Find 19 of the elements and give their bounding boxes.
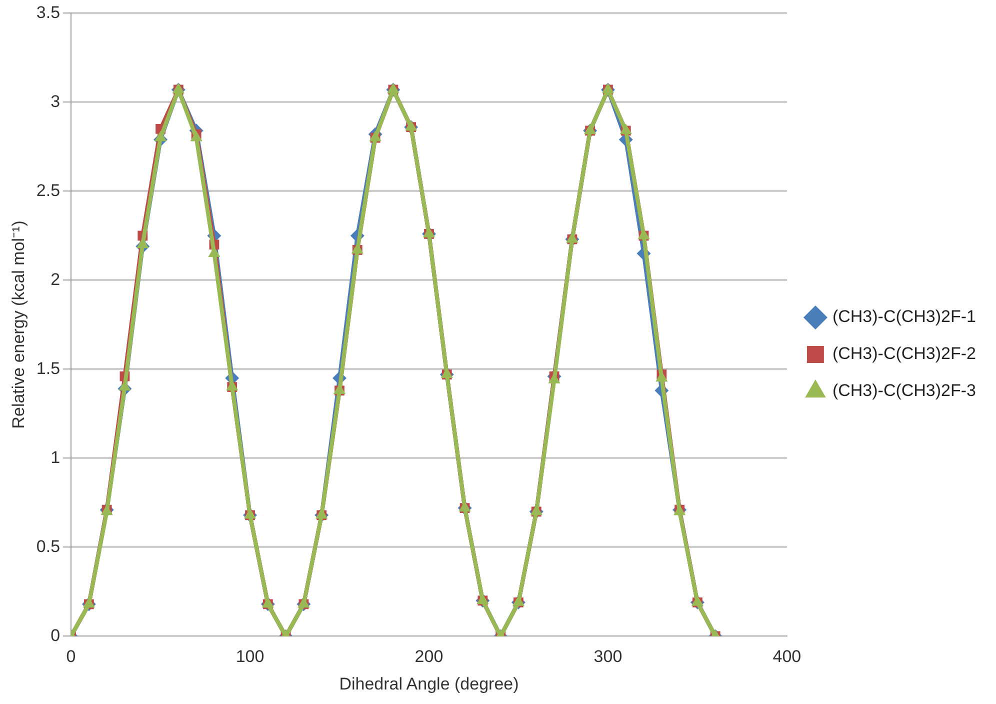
y-tick-label: 0 [50, 626, 60, 645]
y-tick-label: 3.5 [36, 2, 60, 22]
x-tick-label: 300 [594, 647, 622, 666]
legend-label: (CH3)-C(CH3)2F-1 [832, 307, 976, 326]
y-tick-label: 0.5 [36, 536, 60, 556]
y-tick-label: 2.5 [36, 180, 60, 200]
x-tick-label: 100 [236, 647, 264, 666]
legend-label: (CH3)-C(CH3)2F-2 [832, 344, 976, 364]
x-tick-label: 200 [414, 647, 444, 666]
x-tick-label: 0 [66, 647, 76, 666]
legend-label: (CH3)-C(CH3)2F-3 [832, 381, 976, 400]
point [208, 246, 220, 257]
y-tick-label: 1.5 [36, 358, 60, 378]
y-axis-title: Relative energy (kcal mol⁻¹) [8, 220, 28, 429]
x-tick-label: 400 [772, 647, 802, 666]
y-tick-label: 2 [50, 270, 60, 289]
y-tick-label: 1 [50, 448, 60, 467]
y-tick-label: 3 [50, 92, 60, 111]
x-axis-title: Dihedral Angle (degree) [339, 674, 519, 694]
